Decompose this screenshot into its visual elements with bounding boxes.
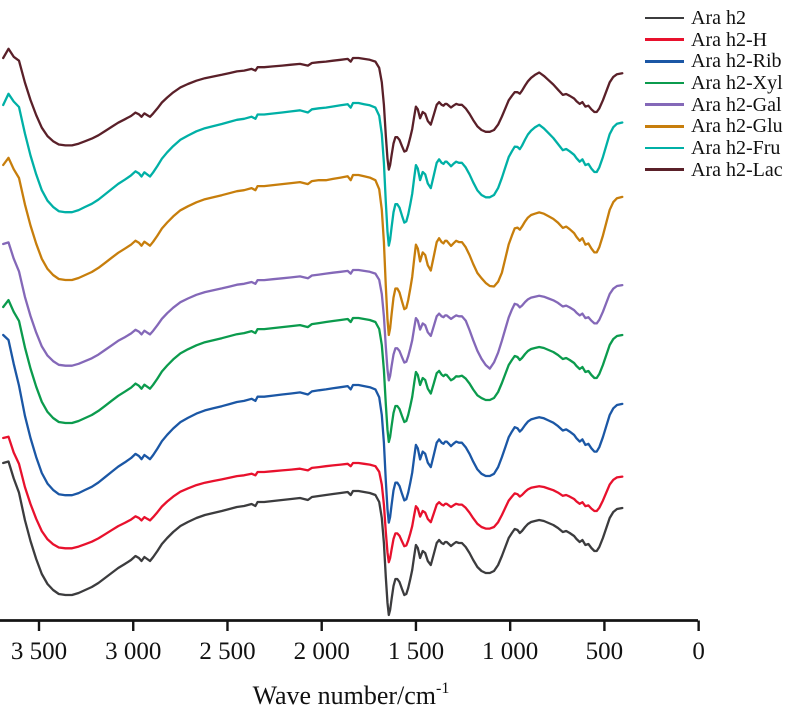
legend-item-ara-h2-rib: Ara h2-Rib: [645, 50, 783, 72]
spectrum-curve-ara-h2: [2, 460, 624, 617]
legend-item-label: Ara h2-Rib: [691, 50, 782, 73]
legend-item-ara-h2-glu: Ara h2-Glu: [645, 115, 783, 137]
x-tick-label-3000: 3 000: [105, 638, 161, 665]
legend: Ara h2 Ara h2-H Ara h2-Rib Ara h2-Xyl Ara h2…: [645, 7, 783, 181]
legend-swatch-line-ara-h2-lac: [645, 168, 684, 171]
spectrum-curve-ara-h2-xyl: [2, 298, 624, 444]
legend-item-ara-h2-fru: Ara h2-Fru: [645, 137, 783, 159]
x-tick-label-2500: 2 500: [199, 638, 255, 665]
x-axis-title-text: Wave number/cm: [252, 681, 437, 710]
x-tick-label-2000: 2 000: [294, 638, 350, 665]
legend-item-label: Ara h2-H: [691, 28, 768, 51]
legend-item-ara-h2-gal: Ara h2-Gal: [645, 94, 783, 116]
legend-item-ara-h2: Ara h2: [645, 7, 783, 29]
spectrum-curve-ara-h2-lac: [2, 47, 624, 171]
legend-item-ara-h2-h: Ara h2-H: [645, 29, 783, 51]
spectrum-curve-ara-h2-h: [2, 435, 624, 564]
legend-item-ara-h2-xyl: Ara h2-Xyl: [645, 72, 783, 94]
spectrum-curve-ara-h2-glu: [2, 156, 624, 337]
x-axis-title-superscript: -1: [436, 680, 450, 698]
legend-item-label: Ara h2-Fru: [691, 136, 781, 159]
legend-item-label: Ara h2-Glu: [691, 115, 783, 138]
legend-swatch-line-ara-h2-h: [645, 38, 684, 41]
x-tick-label-3500: 3 500: [11, 638, 67, 665]
legend-swatch-line-ara-h2-xyl: [645, 81, 684, 85]
x-axis-title: Wave number/cm-1: [0, 680, 702, 711]
legend-swatch-line-ara-h2-glu: [645, 124, 684, 128]
spectrum-curve-ara-h2-fru: [2, 92, 624, 247]
spectrum-curve-ara-h2-gal: [2, 241, 624, 382]
legend-swatch-line-ara-h2-fru: [645, 146, 684, 150]
x-tick-label-500: 500: [586, 638, 624, 665]
legend-item-label: Ara h2-Lac: [691, 158, 783, 181]
legend-item-ara-h2-lac: Ara h2-Lac: [645, 159, 783, 181]
spectrum-curve-ara-h2-rib: [2, 333, 624, 524]
x-tick-label-1000: 1 000: [482, 638, 538, 665]
x-tick-label-0: 0: [692, 638, 705, 665]
x-tick-label-1500: 1 500: [388, 638, 444, 665]
legend-swatch-line-ara-h2-gal: [645, 103, 684, 106]
legend-item-label: Ara h2: [691, 6, 746, 29]
legend-item-label: Ara h2-Gal: [691, 93, 782, 116]
legend-swatch-line-ara-h2-rib: [645, 59, 684, 63]
legend-swatch-line-ara-h2: [645, 16, 684, 20]
legend-item-label: Ara h2-Xyl: [691, 71, 783, 94]
